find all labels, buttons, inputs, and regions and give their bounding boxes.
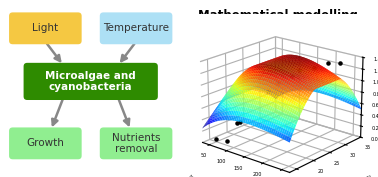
X-axis label: Average daily light irradiance
(µE m⁻² s⁻¹): Average daily light irradiance (µE m⁻² s… [186, 174, 258, 177]
Text: Growth: Growth [26, 138, 64, 148]
Text: Microalgae and
cyanobacteria: Microalgae and cyanobacteria [45, 71, 136, 92]
Y-axis label: Temperature (°C): Temperature (°C) [333, 174, 373, 177]
Text: Mathematical modelling: Mathematical modelling [198, 9, 358, 22]
FancyBboxPatch shape [23, 63, 158, 100]
FancyBboxPatch shape [100, 127, 172, 159]
FancyBboxPatch shape [100, 12, 172, 44]
Text: Temperature: Temperature [103, 23, 169, 33]
FancyBboxPatch shape [9, 12, 82, 44]
Text: Nutrients
removal: Nutrients removal [112, 133, 160, 154]
FancyBboxPatch shape [9, 127, 82, 159]
Text: Light: Light [32, 23, 59, 33]
